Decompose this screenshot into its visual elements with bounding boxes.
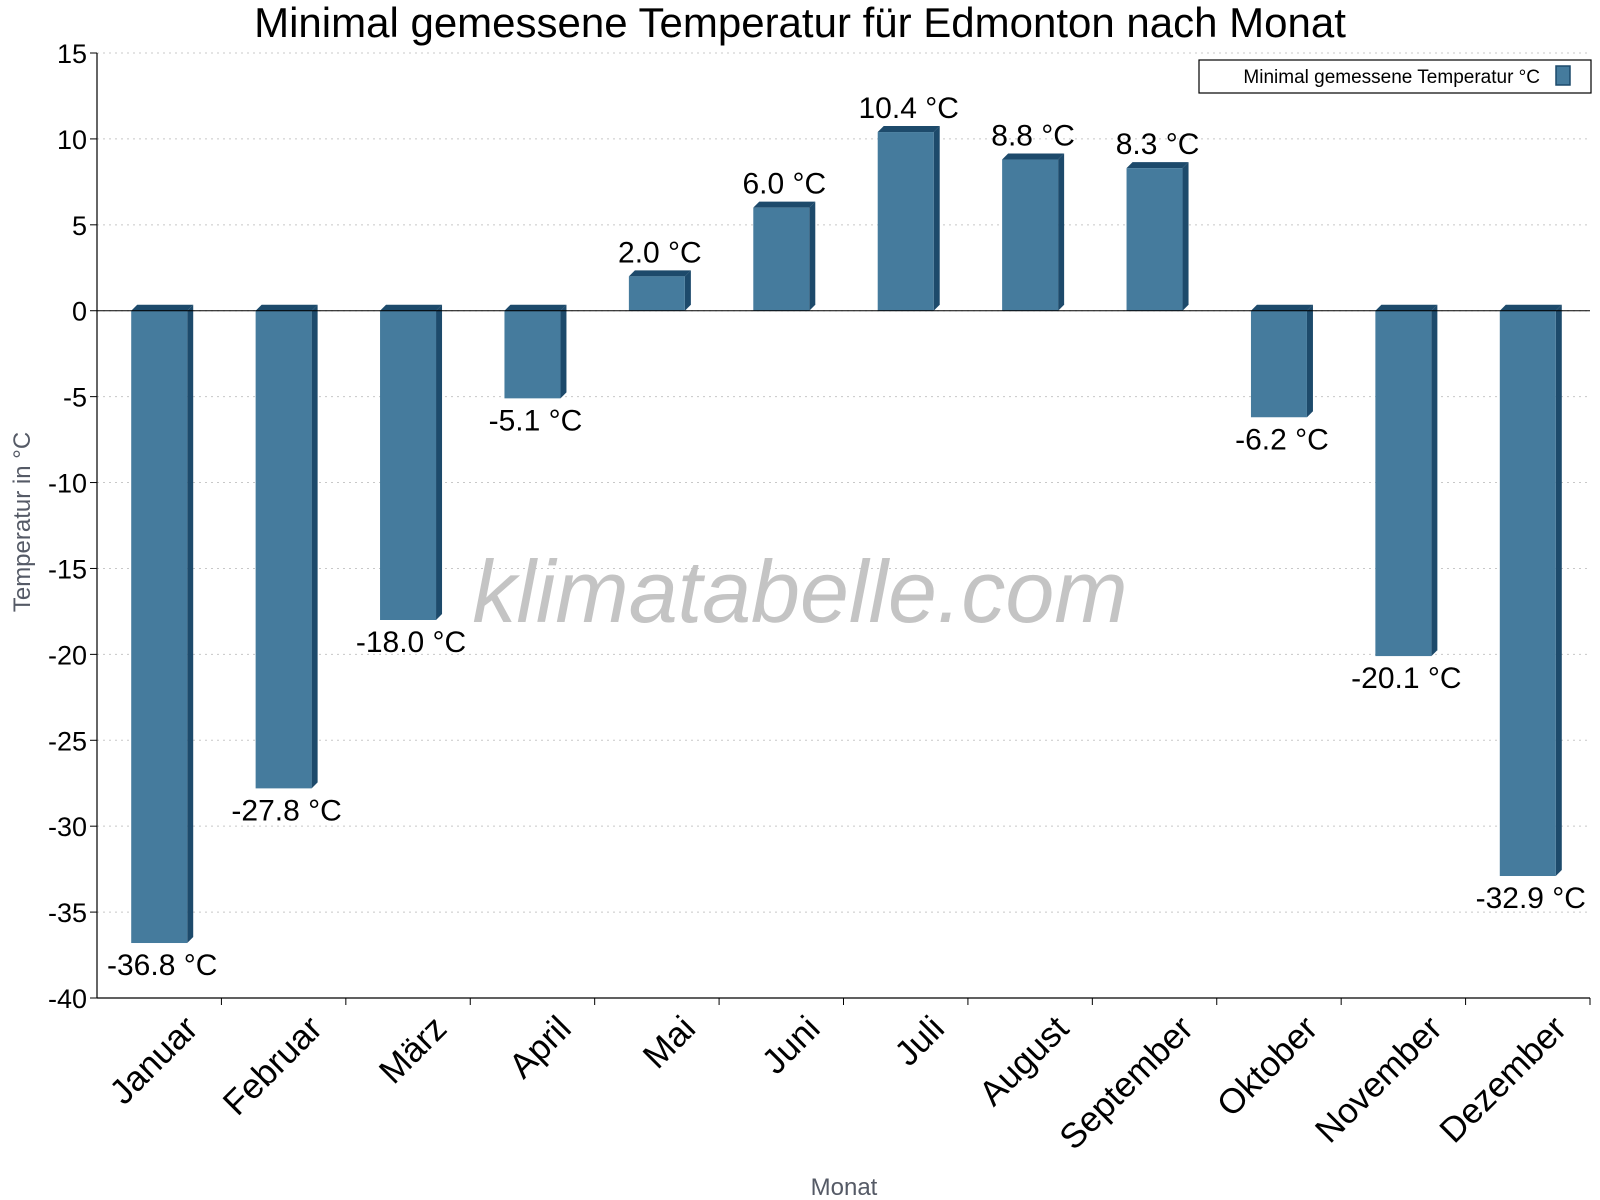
- bar-top: [255, 304, 318, 311]
- data-label: -6.2 °C: [1235, 423, 1329, 456]
- bar-juli: [877, 126, 940, 311]
- bar-side: [1555, 304, 1562, 877]
- bar-top: [753, 201, 816, 208]
- bar-side: [1182, 162, 1189, 311]
- x-tick-label: November: [1308, 1008, 1450, 1150]
- y-tick-label: -30: [48, 812, 87, 842]
- bar-top: [1126, 162, 1189, 169]
- bar-front: [380, 310, 437, 620]
- x-tick-label: April: [502, 1009, 579, 1086]
- y-tick-label: 5: [72, 211, 87, 241]
- bar-november: [1375, 304, 1438, 657]
- data-label: 6.0 °C: [742, 168, 826, 201]
- watermark-text: klimatabelle.com: [472, 542, 1127, 641]
- data-label: 10.4 °C: [859, 92, 959, 125]
- bar-front: [1375, 310, 1432, 657]
- bar-top: [1250, 304, 1313, 311]
- grid-lines: [97, 52, 1590, 999]
- data-label: -18.0 °C: [356, 626, 466, 659]
- axes: [96, 53, 1590, 999]
- bar-april: [504, 304, 567, 399]
- bar-front: [1499, 310, 1556, 877]
- bar-top: [628, 270, 691, 277]
- bar-top: [1499, 304, 1562, 311]
- x-tick-label: Juni: [755, 1009, 828, 1082]
- bar-side: [311, 304, 318, 789]
- x-tick-label: Oktober: [1210, 1008, 1326, 1124]
- bar-side: [436, 304, 443, 620]
- data-label: -36.8 °C: [107, 949, 217, 982]
- bar-front: [1126, 168, 1183, 311]
- bar-top: [1375, 304, 1438, 311]
- x-tick-label: Dezember: [1432, 1008, 1574, 1150]
- bar-front: [753, 207, 810, 311]
- bar-januar: [131, 304, 194, 944]
- bar-front: [255, 310, 312, 789]
- bar-mai: [628, 270, 691, 311]
- bar-august: [1002, 153, 1065, 311]
- bar-top: [380, 304, 443, 311]
- bar-side: [1306, 304, 1313, 418]
- bar-top: [877, 126, 940, 133]
- legend: Minimal gemessene Temperatur °C: [1198, 59, 1592, 94]
- y-tick-label: 15: [57, 39, 87, 69]
- data-label: 8.8 °C: [991, 120, 1075, 153]
- bar-märz: [380, 304, 443, 620]
- bar-front: [504, 310, 561, 399]
- x-tick-label: August: [972, 1008, 1077, 1113]
- x-axis-title: Monat: [811, 1174, 878, 1200]
- bar-dezember: [1499, 304, 1562, 877]
- bar-top: [131, 304, 194, 311]
- data-label: 2.0 °C: [618, 236, 702, 269]
- data-label: -20.1 °C: [1351, 662, 1461, 695]
- x-tick-label: Januar: [102, 1008, 205, 1111]
- y-tick-label: -40: [48, 984, 87, 1014]
- y-tick-label: 0: [72, 297, 87, 327]
- y-tick-label: -10: [48, 469, 87, 499]
- x-tick-label: Juli: [887, 1009, 952, 1074]
- y-axis-title: Temperatur in °C: [9, 432, 36, 612]
- y-tick-label: -20: [48, 640, 87, 670]
- bar-september: [1126, 162, 1189, 311]
- x-tick-label: September: [1052, 1008, 1201, 1157]
- bar-oktober: [1250, 304, 1313, 418]
- bar-front: [628, 276, 685, 311]
- bar-series: [131, 126, 1562, 944]
- bar-side: [809, 201, 816, 311]
- x-tick-label: März: [372, 1009, 455, 1092]
- data-label: -5.1 °C: [489, 404, 583, 437]
- y-tick-label: -25: [48, 726, 87, 756]
- x-tick-label: Mai: [636, 1009, 703, 1076]
- y-tick-label: -5: [63, 383, 87, 413]
- bar-side: [187, 304, 194, 944]
- bar-side: [1058, 153, 1065, 311]
- bar-top: [504, 304, 567, 311]
- data-label: 8.3 °C: [1116, 128, 1200, 161]
- y-tick-label: -35: [48, 898, 87, 928]
- x-tick-label: Februar: [216, 1008, 330, 1122]
- bar-juni: [753, 201, 816, 311]
- chart-title: Minimal gemessene Temperatur für Edmonto…: [254, 0, 1346, 46]
- bar-side: [684, 270, 691, 311]
- bar-februar: [255, 304, 318, 789]
- legend-label: Minimal gemessene Temperatur °C: [1243, 67, 1540, 88]
- data-label: -27.8 °C: [231, 794, 341, 827]
- legend-box: [1198, 59, 1592, 94]
- bar-front: [131, 310, 188, 944]
- bar-side: [933, 126, 940, 311]
- y-tick-label: -15: [48, 554, 87, 584]
- bar-front: [877, 132, 934, 311]
- x-axis-ticks: Januar Februar März April Mai Juni Juli AugustS…: [102, 998, 1591, 1157]
- bar-top: [1002, 153, 1065, 160]
- legend-swatch: [1555, 65, 1571, 86]
- bar-side: [560, 304, 567, 399]
- y-tick-label: 10: [57, 125, 87, 155]
- y-axis-ticks: -40 -35 -30 -25 -20 -15 -10 -5 0 5 10 15: [48, 39, 97, 1014]
- data-label: -32.9 °C: [1476, 882, 1586, 915]
- bar-side: [1431, 304, 1438, 657]
- bar-front: [1002, 159, 1059, 311]
- data-labels: -36.8 °C -27.8 °C -18.0 °C -5.1 °C 2.0 °C 6.0…: [107, 92, 1586, 982]
- bar-front: [1250, 310, 1307, 418]
